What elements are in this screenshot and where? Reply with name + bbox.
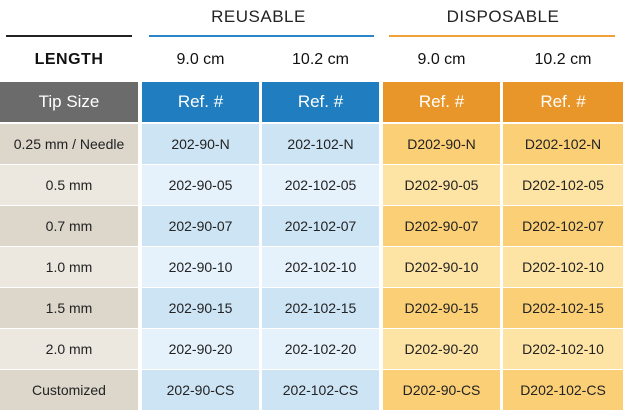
ref-number-cell: D202-90-CS bbox=[383, 370, 500, 410]
ref-number-cell: D202-102-CS bbox=[503, 370, 623, 410]
disposable-group-title: DISPOSABLE bbox=[446, 7, 560, 26]
ref-number-cell: 202-102-07 bbox=[262, 206, 379, 246]
ref-number-cell: 202-102-15 bbox=[262, 288, 379, 328]
ref-number-cell: D202-90-N bbox=[383, 124, 500, 164]
reusable-group-title: REUSABLE bbox=[211, 7, 306, 26]
ref-number-cell: D202-90-20 bbox=[383, 329, 500, 369]
ref-header-reusable-short: Ref. # bbox=[142, 82, 259, 122]
ref-number-cell: D202-102-10 bbox=[503, 247, 623, 287]
tip-size-cell: Customized bbox=[0, 370, 138, 410]
ref-number-cell: 202-90-07 bbox=[142, 206, 259, 246]
tip-size-cell: 1.0 mm bbox=[0, 247, 138, 287]
ref-number-cell: D202-102-N bbox=[503, 124, 623, 164]
ref-number-cell: D202-102-10 bbox=[503, 329, 623, 369]
length-reusable-long: 10.2 cm bbox=[292, 51, 349, 68]
ref-header-disposable-short: Ref. # bbox=[383, 82, 500, 122]
ref-number-cell: 202-90-CS bbox=[142, 370, 259, 410]
disposable-divider bbox=[389, 35, 615, 37]
ref-number-cell: 202-102-10 bbox=[262, 247, 379, 287]
tip-size-cell: 0.7 mm bbox=[0, 206, 138, 246]
tip-size-header: Tip Size bbox=[0, 82, 138, 122]
ref-number-cell: 202-90-10 bbox=[142, 247, 259, 287]
ref-number-cell: D202-102-15 bbox=[503, 288, 623, 328]
ref-number-cell: 202-90-N bbox=[142, 124, 259, 164]
tip-size-cell: 2.0 mm bbox=[0, 329, 138, 369]
reusable-divider bbox=[149, 35, 374, 37]
ref-number-cell: 202-90-20 bbox=[142, 329, 259, 369]
ref-header-reusable-long: Ref. # bbox=[262, 82, 379, 122]
tip-size-cell: 0.5 mm bbox=[0, 165, 138, 205]
length-reusable-short: 9.0 cm bbox=[176, 51, 225, 68]
length-label: LENGTH bbox=[34, 51, 104, 68]
length-disposable-short: 9.0 cm bbox=[417, 51, 466, 68]
tip-size-cell: 0.25 mm / Needle bbox=[0, 124, 138, 164]
tip-size-cell: 1.5 mm bbox=[0, 288, 138, 328]
ref-number-cell: D202-102-05 bbox=[503, 165, 623, 205]
ref-number-cell: D202-90-10 bbox=[383, 247, 500, 287]
ref-header-disposable-long: Ref. # bbox=[503, 82, 623, 122]
ref-number-cell: 202-102-CS bbox=[262, 370, 379, 410]
ref-number-cell: 202-102-N bbox=[262, 124, 379, 164]
ref-number-cell: 202-102-05 bbox=[262, 165, 379, 205]
ref-number-cell: D202-90-07 bbox=[383, 206, 500, 246]
ref-number-cell: D202-90-15 bbox=[383, 288, 500, 328]
length-disposable-long: 10.2 cm bbox=[534, 51, 592, 68]
ref-number-cell: D202-102-07 bbox=[503, 206, 623, 246]
ref-number-cell: 202-90-05 bbox=[142, 165, 259, 205]
ref-number-cell: 202-90-15 bbox=[142, 288, 259, 328]
length-divider bbox=[6, 35, 132, 37]
ref-number-cell: D202-90-05 bbox=[383, 165, 500, 205]
ref-number-cell: 202-102-20 bbox=[262, 329, 379, 369]
